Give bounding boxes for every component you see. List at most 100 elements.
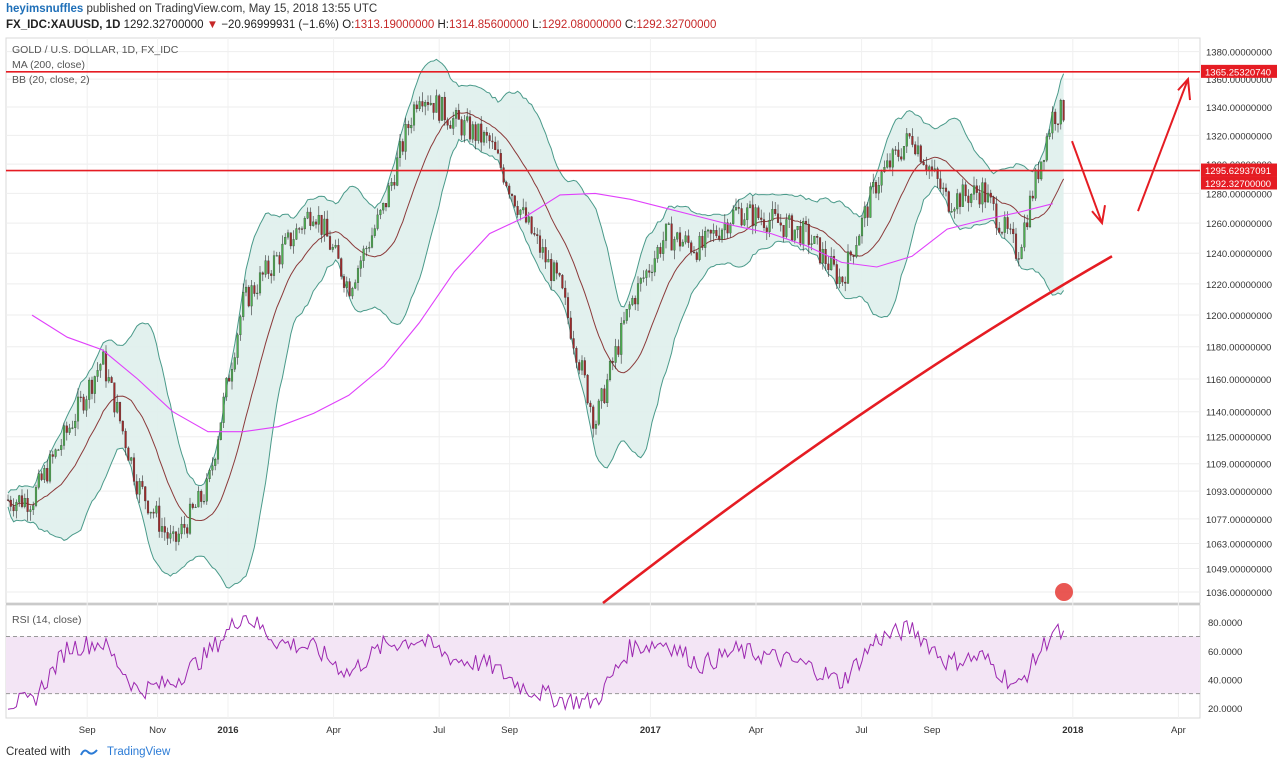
candle-body <box>701 235 704 248</box>
rsi-panel: 80.0000 60.0000 40.0000 20.0000 <box>6 615 1242 715</box>
high-value: 1314.85600000 <box>449 19 529 31</box>
candle-body <box>858 235 861 246</box>
price-tick-label: 1200.00000000 <box>1206 311 1272 322</box>
candle-body <box>40 473 43 480</box>
candle-body <box>550 259 553 281</box>
candle-body <box>242 292 245 317</box>
candle-body <box>1042 160 1046 162</box>
author-name[interactable]: heyimsnuffles <box>6 3 84 15</box>
flag-icon <box>1055 583 1073 601</box>
price-label-box <box>1201 64 1277 78</box>
candle-body <box>141 481 144 487</box>
candle-body <box>516 206 519 215</box>
candle-body <box>981 182 984 205</box>
candle-body <box>163 526 166 533</box>
candle-body <box>880 171 883 186</box>
candle-body <box>480 123 483 143</box>
candle-body <box>757 207 760 219</box>
candle-body <box>1020 247 1023 259</box>
candle-body <box>678 232 682 247</box>
candle-body <box>989 192 992 198</box>
chart-title-legend[interactable]: GOLD / U.S. DOLLAR, 1D, FX_IDC <box>12 44 179 56</box>
candle-body <box>340 258 343 277</box>
candle-body <box>62 425 66 446</box>
candle-body <box>99 364 102 371</box>
candle-body <box>261 272 264 275</box>
price-axis[interactable]: 1380.00000000 1360.00000000 1340.00000000 1… <box>1201 48 1277 599</box>
price-label: 1295.62937091 <box>1205 166 1271 177</box>
candle-body <box>505 182 508 187</box>
candle-body <box>233 357 236 370</box>
candle-body <box>911 136 914 145</box>
candle-body <box>362 248 365 261</box>
candle-body <box>474 124 477 141</box>
candle-body <box>754 207 757 227</box>
ma-legend[interactable]: MA (200, close) <box>12 59 85 71</box>
candle-body <box>309 211 312 226</box>
candle-body <box>407 124 410 129</box>
candle-body <box>183 523 186 528</box>
time-tick-label: Sep <box>501 725 518 736</box>
candle-body <box>852 255 855 258</box>
candle-body <box>984 182 987 203</box>
candle-body <box>1003 217 1006 233</box>
candle-body <box>387 185 390 208</box>
candle-body <box>328 236 332 250</box>
candle-body <box>695 252 698 260</box>
symbol-label[interactable]: FX_IDC:XAUUSD, 1D <box>6 19 121 31</box>
candle-body <box>594 424 598 429</box>
candle-body <box>715 230 718 237</box>
candle-body <box>284 237 287 245</box>
candle-body <box>412 104 416 126</box>
bb-legend[interactable]: BB (20, close, 2) <box>12 74 90 86</box>
candle-body <box>113 382 116 413</box>
candle-body <box>790 215 794 241</box>
candle-body <box>88 379 91 400</box>
time-tick-label: Sep <box>79 725 96 736</box>
candle-body <box>748 204 752 208</box>
candle-body <box>508 185 511 195</box>
high-label: H: <box>437 19 450 31</box>
candle-body <box>376 214 379 229</box>
price-tick-label: 1340.00000000 <box>1206 103 1272 114</box>
candle-body <box>900 156 903 160</box>
candle-body <box>222 396 225 423</box>
candle-body <box>351 288 354 297</box>
candle-body <box>15 501 18 512</box>
candle-body <box>68 427 71 433</box>
candle-body <box>194 506 197 508</box>
candle-body <box>446 119 449 126</box>
candle-body <box>524 207 528 223</box>
candle-body <box>180 523 183 535</box>
candle-body <box>802 220 805 245</box>
time-axis[interactable]: Sep Nov 2016 Apr Jul Sep 2017 Apr Jul Sep 2018 Apr <box>79 725 1186 736</box>
candle-body <box>704 230 707 248</box>
price-label: 1365.25320740 <box>1205 67 1271 78</box>
candle-body <box>454 110 458 119</box>
candle-body <box>939 178 942 189</box>
candle-body <box>762 219 766 228</box>
candle-body <box>734 207 738 211</box>
candle-body <box>793 229 796 241</box>
candle-body <box>275 255 278 257</box>
candle-body <box>382 203 385 211</box>
time-tick-label: 2016 <box>217 725 238 736</box>
candle-body <box>32 505 35 510</box>
candle-body <box>978 192 981 205</box>
candle-body <box>368 247 371 249</box>
candle-body <box>1012 228 1015 235</box>
candle-body <box>429 102 432 105</box>
candle-body <box>365 247 368 250</box>
candle-body <box>712 230 715 234</box>
candle-body <box>785 219 788 237</box>
candle-body <box>1006 217 1009 229</box>
tradingview-brand[interactable]: TradingView <box>106 746 171 758</box>
candle-body <box>410 124 413 129</box>
candle-body <box>370 235 374 248</box>
candle-body <box>821 248 824 264</box>
candle-body <box>575 348 578 363</box>
rsi-legend[interactable]: RSI (14, close) <box>12 614 82 626</box>
candle-body <box>6 499 10 501</box>
price-tick-label: 1240.00000000 <box>1206 249 1272 260</box>
price-tick-label: 1049.00000000 <box>1206 565 1272 576</box>
